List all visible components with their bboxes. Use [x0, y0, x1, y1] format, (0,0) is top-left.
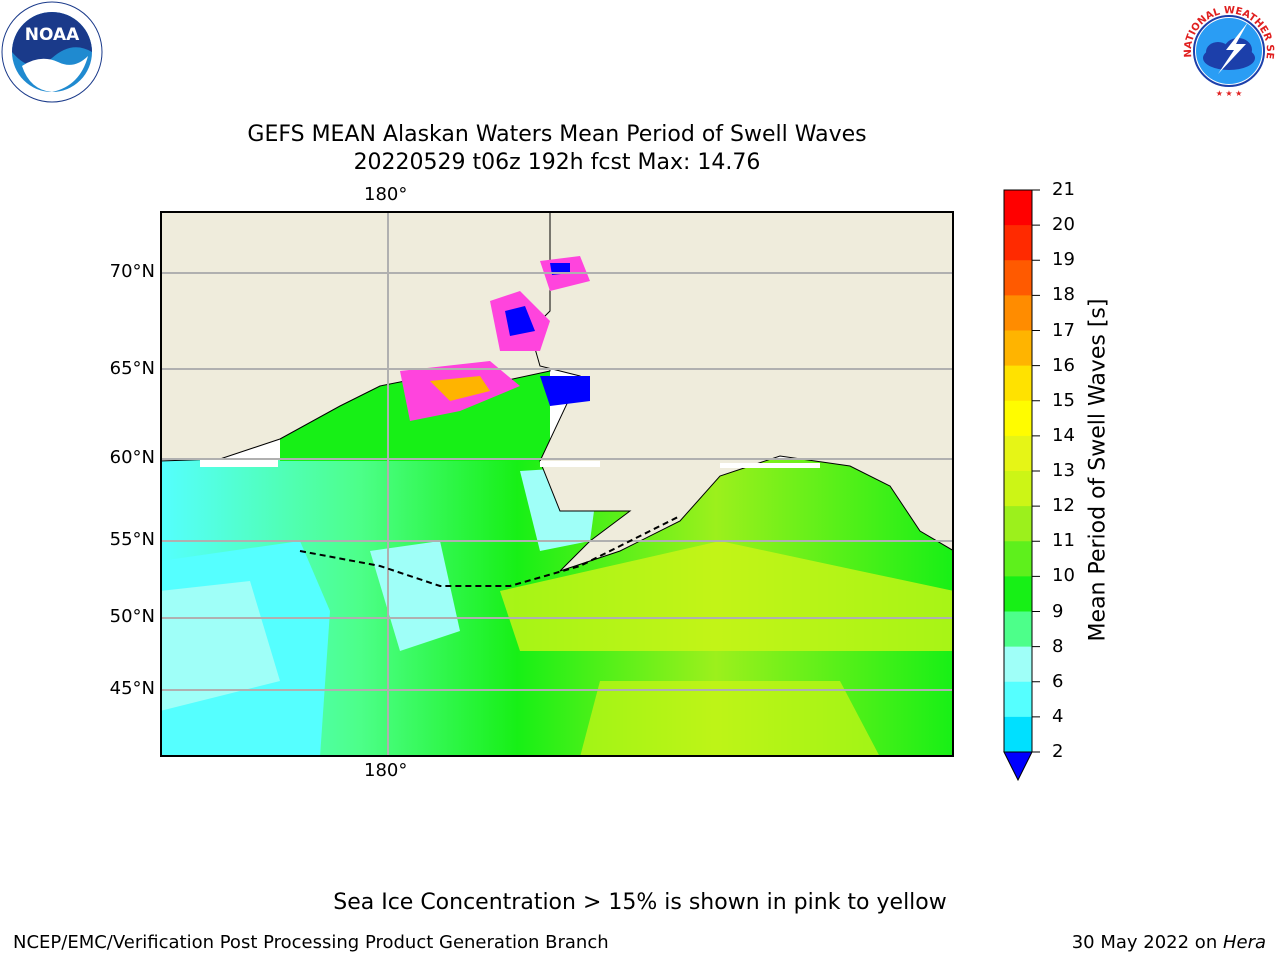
colorbar-tick-label: 12 [1052, 495, 1075, 517]
colorbar-tick-label: 18 [1052, 284, 1075, 306]
map-gridlines [160, 211, 954, 757]
colorbar-title: Mean Period of Swell Waves [s] [1085, 298, 1111, 642]
colorbar-tick-label: 21 [1052, 179, 1075, 200]
nws-logo: NATIONAL WEATHER SERVICE ★ ★ ★ [1178, 0, 1278, 100]
colorbar-extend-triangle [1003, 751, 1033, 782]
lat-label: 45°N [109, 678, 155, 699]
lat-label: 70°N [109, 261, 155, 282]
colorbar-segment [1004, 716, 1032, 753]
footer-date-text: 30 May 2022 on [1071, 932, 1223, 953]
colorbar-segment [1004, 260, 1032, 296]
lon-label-top: 180° [364, 184, 408, 205]
chart-title: GEFS MEAN Alaskan Waters Mean Period of … [247, 122, 867, 147]
colorbar-segment [1004, 611, 1032, 648]
colorbar-segment [1004, 435, 1032, 472]
colorbar-tick-label: 6 [1052, 670, 1064, 692]
lon-label-bottom: 180° [364, 760, 408, 781]
sea-ice-note: Sea Ice Concentration > 15% is shown in … [333, 890, 947, 915]
colorbar-segment [1004, 190, 1032, 226]
colorbar-segment [1004, 330, 1032, 367]
colorbar-segment [1004, 295, 1032, 331]
land-alaska [529, 211, 954, 572]
colorbar-segment [1004, 646, 1032, 683]
noaa-logo: NOAA [1, 1, 103, 103]
aleutian-islands [299, 515, 681, 587]
footer-host: Hera [1222, 932, 1266, 953]
colorbar-segment [1004, 576, 1032, 612]
map-panel [160, 211, 954, 757]
colorbar-segment [1004, 471, 1032, 507]
colorbar-tick-label: 20 [1052, 214, 1075, 236]
colorbar-tick-label: 13 [1052, 460, 1075, 481]
colorbar-tick-label: 10 [1052, 565, 1075, 587]
footer-date: 30 May 2022 on Hera [1072, 932, 1266, 953]
colorbar-tick-label: 2 [1052, 741, 1064, 762]
colorbar-segment [1004, 365, 1032, 402]
colorbar [1003, 189, 1040, 782]
lat-label: 55°N [109, 529, 155, 550]
lat-label: 50°N [109, 606, 155, 627]
colorbar-tick-label: 11 [1052, 530, 1075, 552]
colorbar-tick-label: 19 [1052, 249, 1075, 271]
ocean-field-long-period [500, 541, 954, 651]
colorbar-tick-label: 8 [1052, 635, 1064, 657]
svg-text:★ ★ ★: ★ ★ ★ [1216, 89, 1243, 98]
colorbar-tick-label: 15 [1052, 389, 1075, 411]
colorbar-segment [1004, 681, 1032, 718]
lat-label: 60°N [109, 447, 155, 468]
footer-credit: NCEP/EMC/Verification Post Processing Pr… [13, 932, 609, 953]
colorbar-segment [1004, 506, 1032, 542]
colorbar-tick-label: 17 [1052, 319, 1075, 341]
colorbar-segment [1004, 541, 1032, 577]
colorbar-tick-label: 9 [1052, 600, 1064, 622]
colorbar-segment [1004, 400, 1032, 437]
chart-subtitle: 20220529 t06z 192h fcst Max: 14.76 [353, 150, 761, 175]
colorbar-tick-label: 16 [1052, 354, 1075, 376]
lat-label: 65°N [109, 358, 155, 379]
noaa-logo-text: NOAA [25, 25, 80, 45]
colorbar-tick-label: 14 [1052, 424, 1075, 446]
colorbar-segment [1004, 225, 1032, 261]
colorbar-tick-label: 4 [1052, 705, 1064, 727]
